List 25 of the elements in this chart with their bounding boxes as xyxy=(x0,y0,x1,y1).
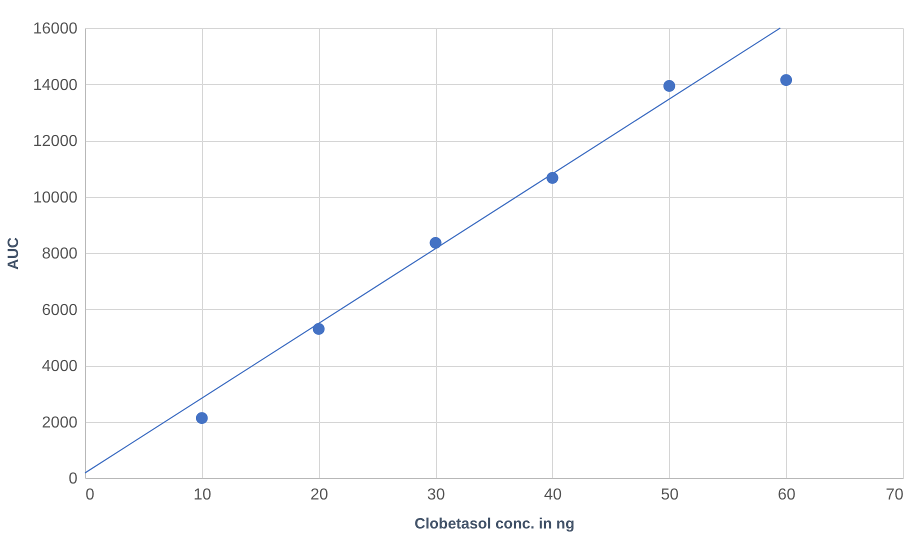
y-tick-label: 14000 xyxy=(33,76,78,94)
y-tick-label: 6000 xyxy=(42,302,78,319)
y-tick-label: 8000 xyxy=(42,246,78,262)
point xyxy=(430,236,442,249)
y-axis-title: AUC xyxy=(5,237,22,270)
point xyxy=(196,412,208,424)
point xyxy=(546,172,558,184)
x-tick-label: 10 xyxy=(193,486,212,504)
x-axis-title: Clobetasol conc. in ng xyxy=(414,516,575,532)
point xyxy=(780,74,792,86)
y-tick-label: 12000 xyxy=(33,133,78,150)
x-tick-label: 60 xyxy=(778,486,796,504)
y-tick-label: 16000 xyxy=(33,20,78,38)
y-tick-label: 0 xyxy=(68,470,78,488)
y-tick-label: 4000 xyxy=(42,358,78,375)
x-tick-label: 50 xyxy=(660,486,679,504)
point xyxy=(663,80,676,92)
x-tick-label: 30 xyxy=(427,486,446,504)
y-tick-label: 10000 xyxy=(33,189,78,206)
y-tick-label: 2000 xyxy=(42,414,78,432)
x-tick-label: 20 xyxy=(310,486,328,504)
point xyxy=(312,323,325,335)
x-tick-label: 0 xyxy=(86,486,94,504)
x-tick-label: 70 xyxy=(886,486,904,504)
x-tick-label: 40 xyxy=(544,486,562,504)
